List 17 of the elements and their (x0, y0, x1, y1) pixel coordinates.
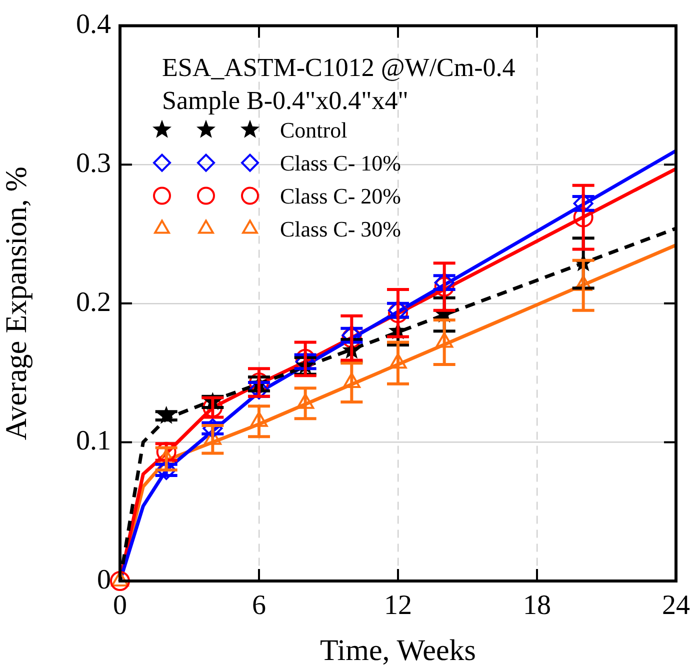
y-tick-label: 0.1 (76, 426, 111, 457)
y-tick-label: 0.4 (76, 9, 111, 40)
x-tick-label: 24 (662, 590, 690, 622)
annotation: Sample B-0.4"x0.4"x4" (162, 86, 408, 115)
y-axis-title: Average Expansion, % (0, 166, 33, 440)
y-tick-label: 0 (97, 564, 111, 596)
x-axis-title: Time, Weeks (320, 634, 476, 667)
x-tick-label: 6 (252, 590, 266, 622)
y-tick-label: 0.3 (76, 148, 111, 179)
y-tick-label: 0.2 (76, 286, 111, 318)
legend-label: Class C- 20% (280, 184, 401, 209)
x-tick-label: 18 (523, 590, 551, 622)
annotation: ESA_ASTM-C1012 @W/Cm-0.4 (162, 52, 516, 82)
legend-label: Class C- 30% (280, 216, 401, 242)
legend-label: Control (280, 118, 348, 143)
legend-label: Class C- 10% (280, 150, 401, 176)
x-tick-label: 12 (384, 590, 412, 622)
